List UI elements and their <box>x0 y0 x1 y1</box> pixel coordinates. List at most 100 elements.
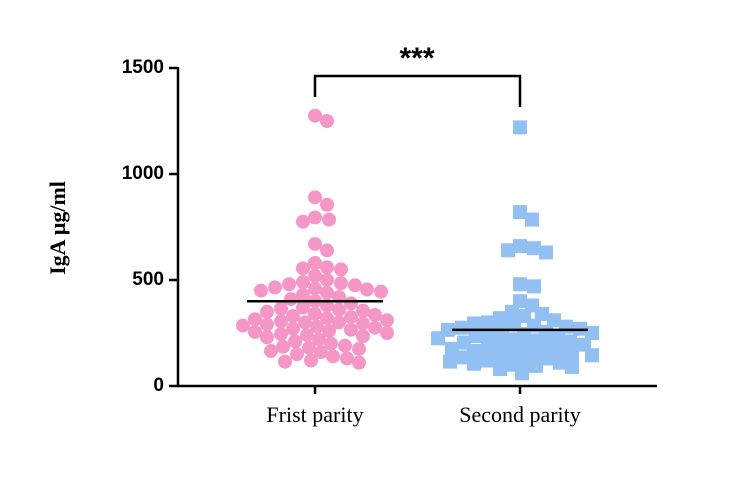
point <box>513 205 527 220</box>
point <box>501 243 515 258</box>
point <box>565 359 579 374</box>
point <box>326 349 340 364</box>
point <box>260 330 274 345</box>
point <box>517 352 531 367</box>
y-tick-label: 1500 <box>122 57 164 78</box>
point <box>290 347 304 362</box>
point <box>260 304 274 319</box>
point <box>527 279 541 294</box>
point <box>296 214 310 229</box>
point <box>340 351 354 366</box>
point <box>505 304 519 319</box>
significance-label: *** <box>399 42 434 75</box>
point <box>547 313 561 328</box>
y-tick-label: 0 <box>153 375 164 396</box>
point <box>356 303 370 318</box>
point <box>236 318 250 333</box>
y-tick-label: 500 <box>132 269 164 290</box>
point <box>505 345 519 360</box>
point <box>493 311 507 326</box>
point <box>320 197 334 212</box>
point <box>322 323 336 338</box>
point <box>513 277 527 292</box>
point <box>513 294 527 309</box>
point <box>505 332 519 347</box>
point <box>553 355 567 370</box>
point <box>276 339 290 354</box>
point <box>320 285 334 300</box>
point <box>282 277 296 292</box>
point <box>380 326 394 340</box>
point <box>541 338 555 353</box>
point <box>348 278 362 293</box>
point <box>278 354 292 369</box>
point <box>310 319 324 334</box>
point <box>481 353 495 368</box>
point <box>308 108 322 123</box>
point <box>443 354 457 369</box>
point <box>302 340 316 355</box>
point <box>529 346 543 361</box>
point <box>374 284 388 299</box>
point <box>320 273 334 287</box>
point <box>541 351 555 366</box>
point <box>332 302 346 317</box>
point <box>368 320 382 335</box>
significance-bracket <box>313 74 522 107</box>
y-axis-label: IgA μg/ml <box>45 181 70 275</box>
point <box>481 315 495 330</box>
point <box>356 316 370 331</box>
point <box>268 280 282 295</box>
point <box>565 347 579 362</box>
point <box>308 256 322 271</box>
point <box>324 336 338 351</box>
point <box>296 261 310 276</box>
point <box>585 326 599 340</box>
point <box>525 212 539 227</box>
point <box>308 306 322 321</box>
point <box>352 341 366 356</box>
point <box>515 366 529 381</box>
point <box>308 281 322 296</box>
point <box>248 324 262 339</box>
point <box>535 306 549 321</box>
point <box>320 114 334 128</box>
point <box>360 282 374 297</box>
point <box>469 329 483 344</box>
point <box>467 356 481 371</box>
point <box>368 307 382 322</box>
point <box>296 275 310 290</box>
point <box>254 283 268 298</box>
point <box>338 338 352 353</box>
point <box>320 311 334 326</box>
point <box>288 334 302 349</box>
point <box>296 300 310 315</box>
point <box>260 317 274 332</box>
point <box>308 268 322 283</box>
point <box>352 355 366 370</box>
point <box>344 310 358 325</box>
point <box>248 312 262 327</box>
point <box>296 287 310 302</box>
point <box>264 344 278 359</box>
point <box>274 314 288 329</box>
point <box>493 362 507 377</box>
point <box>467 316 481 331</box>
y-tick-label: 1000 <box>122 163 164 184</box>
point <box>314 345 328 360</box>
point <box>332 315 346 330</box>
point <box>513 239 527 254</box>
point <box>431 331 445 346</box>
point <box>274 301 288 316</box>
point <box>304 353 318 368</box>
x-tick-label: Frist parity <box>266 402 363 427</box>
point <box>300 328 314 343</box>
point <box>356 329 370 344</box>
point <box>308 210 322 225</box>
point <box>513 120 527 135</box>
point <box>585 348 599 363</box>
point <box>455 350 469 365</box>
point <box>467 344 481 359</box>
x-tick-label: Second parity <box>459 402 581 427</box>
